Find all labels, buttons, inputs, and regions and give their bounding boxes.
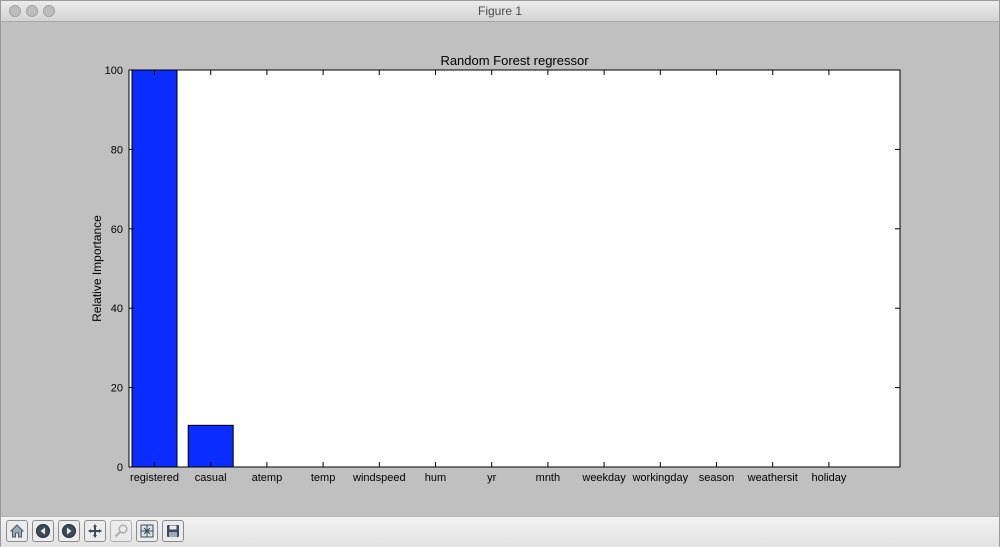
- forward-icon: [62, 524, 76, 538]
- x-tick-label-holiday: holiday: [811, 472, 846, 484]
- y-tick-label: 60: [111, 224, 123, 236]
- chart-title: Random Forest regressor: [440, 53, 589, 68]
- forward-button[interactable]: [58, 520, 80, 542]
- x-tick-label-temp: temp: [311, 472, 335, 484]
- zoom-icon: [114, 524, 128, 538]
- subplots-icon: [140, 524, 154, 538]
- home-button[interactable]: [6, 520, 28, 542]
- y-tick-label: 40: [111, 303, 123, 315]
- figure-canvas: 0 20 40 60 80 100 registered casual atemp temp win…: [1, 22, 999, 516]
- x-tick-label-season: season: [699, 472, 734, 484]
- x-tick-label-registered: registered: [130, 472, 179, 484]
- save-button[interactable]: [162, 520, 184, 542]
- home-icon: [9, 524, 25, 538]
- zoom-button[interactable]: [110, 520, 132, 542]
- axes-frame: [128, 69, 901, 468]
- subplots-button[interactable]: [136, 520, 158, 542]
- x-tick-label-mnth: mnth: [536, 472, 560, 484]
- pan-icon: [88, 524, 102, 538]
- plot-area: [129, 70, 900, 467]
- title-bar: Figure 1: [1, 1, 999, 22]
- back-icon: [36, 524, 50, 538]
- window-title: Figure 1: [477, 4, 523, 18]
- bar-chart: 0 20 40 60 80 100 registered casual atemp temp win…: [90, 53, 901, 484]
- back-button[interactable]: [32, 520, 54, 542]
- bar-registered: [131, 69, 178, 468]
- zoom-window-button[interactable]: [43, 5, 55, 17]
- x-tick-label-weathersit: weathersit: [747, 472, 798, 484]
- y-tick-label: 0: [117, 462, 123, 474]
- y-tick-label: 100: [105, 65, 123, 77]
- x-tick-label-windspeed: windspeed: [352, 472, 406, 484]
- x-tick-label-workingday: workingday: [631, 472, 688, 484]
- navigation-toolbar: [1, 516, 999, 547]
- save-icon: [167, 525, 179, 537]
- x-tick-label-atemp: atemp: [252, 472, 283, 484]
- x-tick-label-yr: yr: [487, 472, 497, 484]
- minimize-window-button[interactable]: [26, 5, 38, 17]
- close-window-button[interactable]: [9, 5, 21, 17]
- pan-button[interactable]: [84, 520, 106, 542]
- x-tick-label-hum: hum: [425, 472, 446, 484]
- bar-casual: [187, 424, 234, 468]
- y-tick-label: 20: [111, 383, 123, 395]
- x-tick-label-weekday: weekday: [581, 472, 626, 484]
- x-tick-label-casual: casual: [195, 472, 227, 484]
- y-axis-label: Relative Importance: [90, 215, 104, 322]
- y-tick-label: 80: [111, 144, 123, 156]
